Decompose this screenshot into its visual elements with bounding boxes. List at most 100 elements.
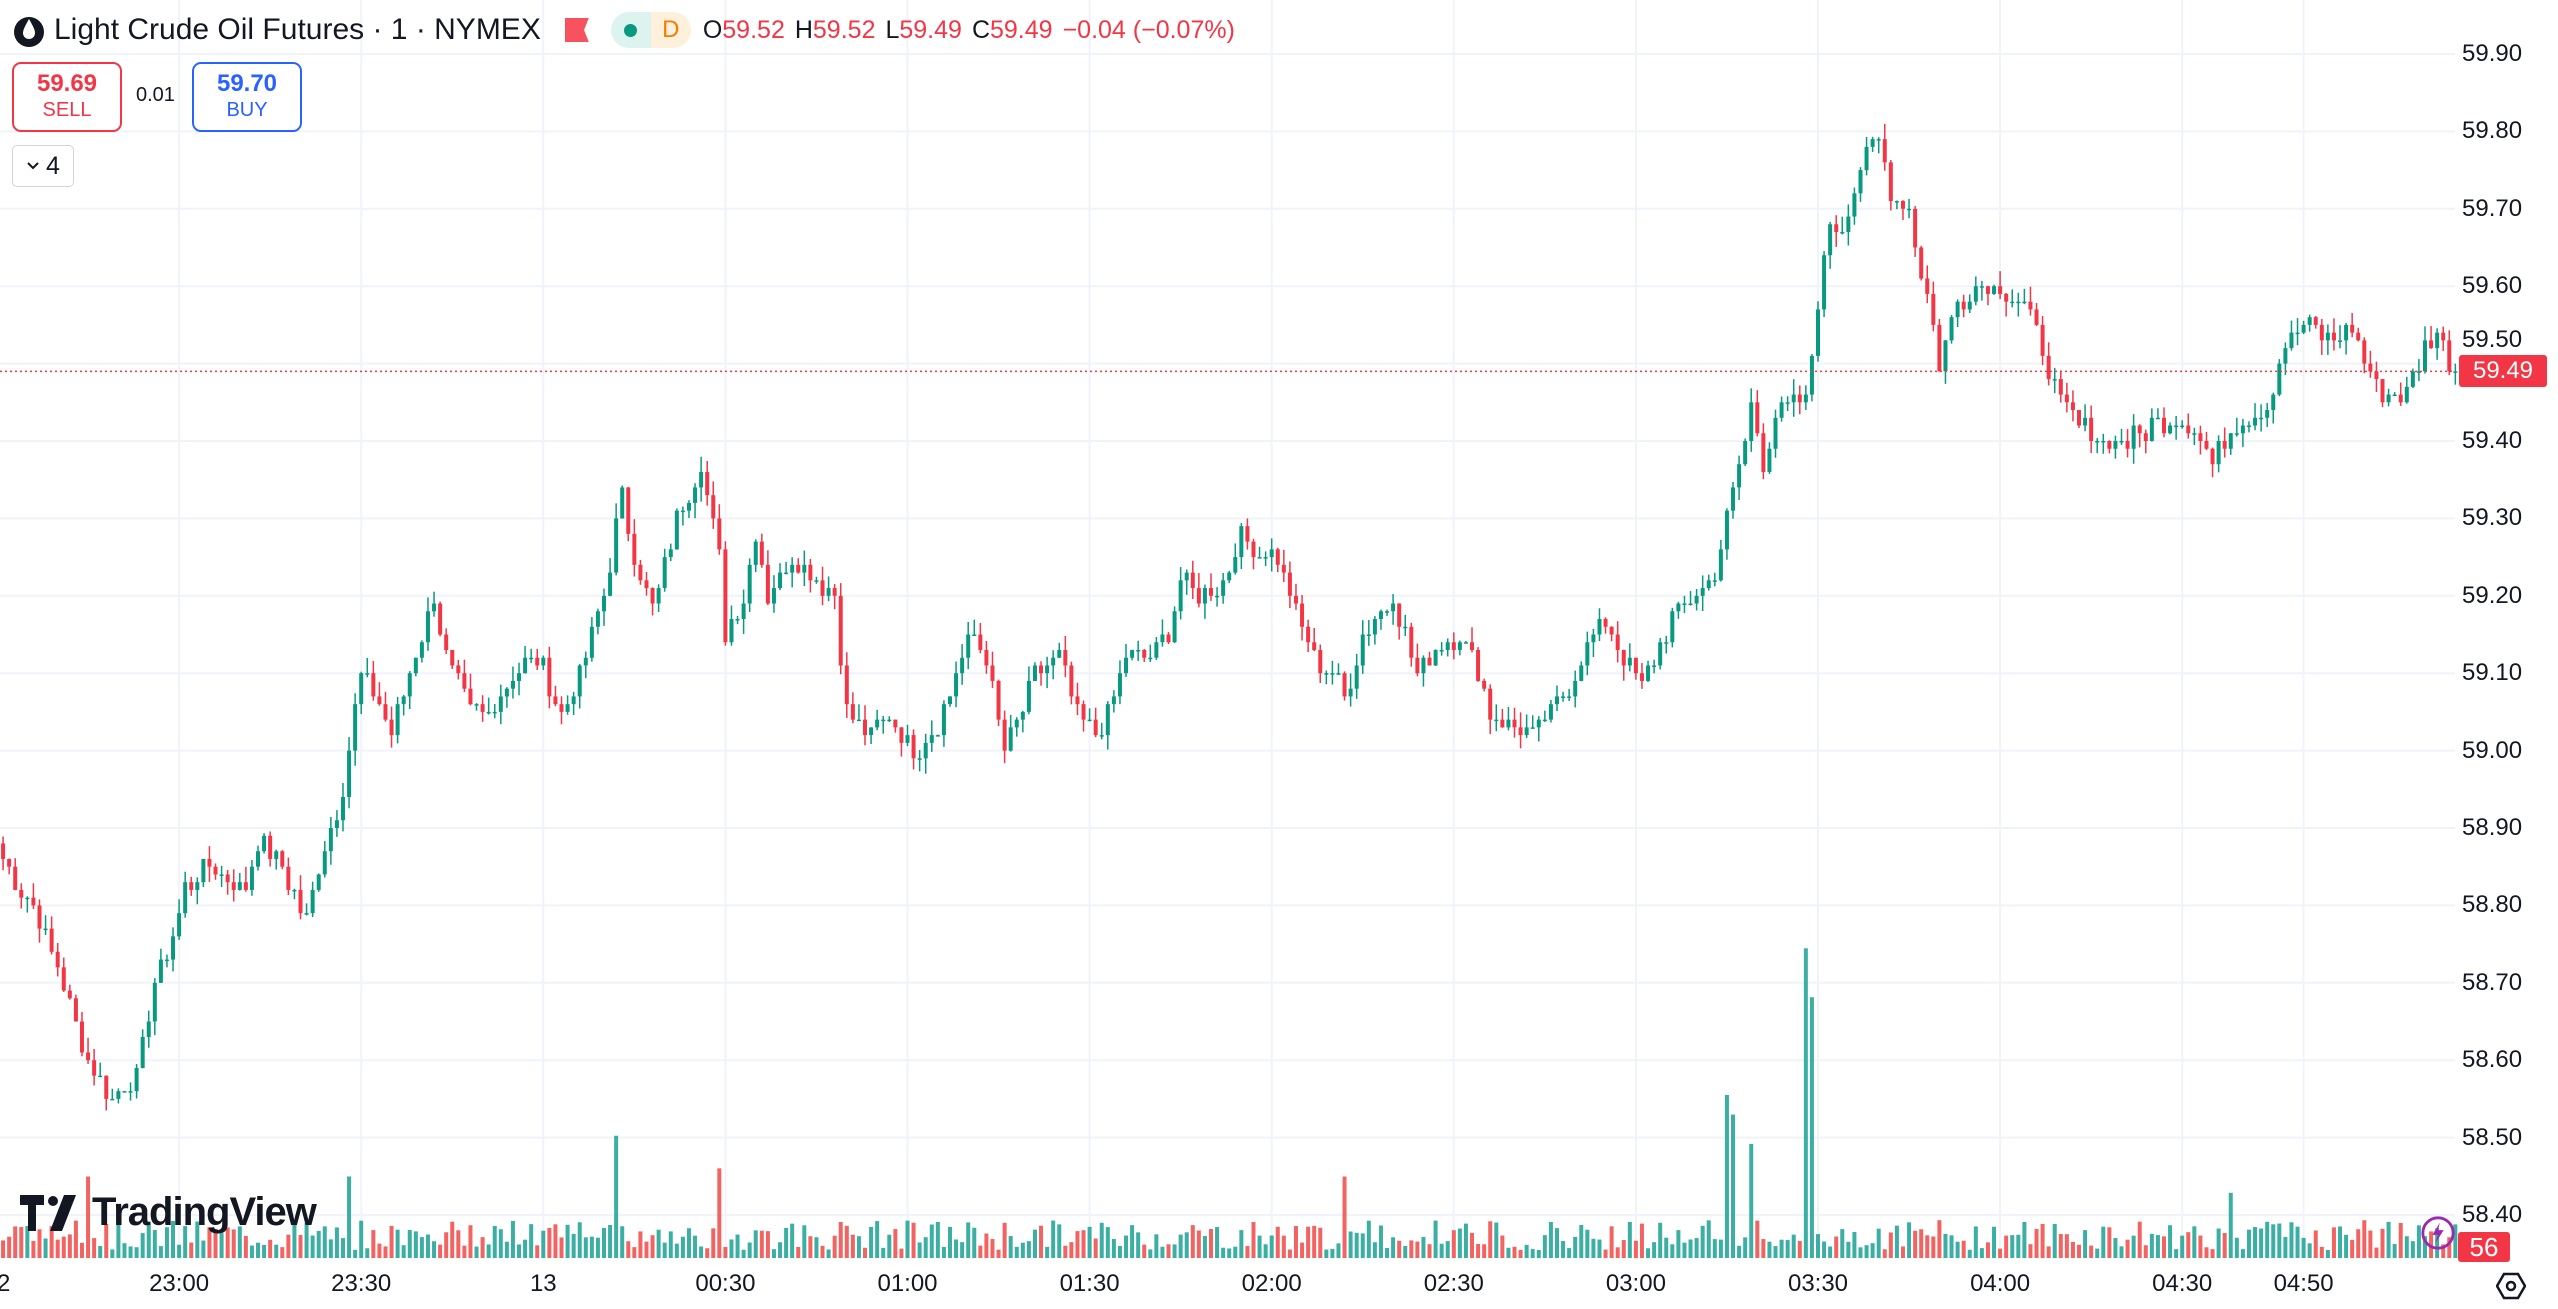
volume-bar	[2077, 1244, 2082, 1258]
candle-body	[626, 487, 631, 534]
volume-bar	[1694, 1238, 1699, 1258]
volume-bar	[1882, 1249, 1887, 1258]
volume-bar	[620, 1226, 625, 1258]
candle-body	[1124, 657, 1129, 674]
volume-bar	[644, 1241, 649, 1258]
open-label: O	[702, 15, 723, 44]
lightning-icon[interactable]	[2420, 1215, 2456, 1251]
volume-bar	[1573, 1236, 1578, 1258]
volume-bar	[365, 1248, 370, 1258]
candle-body	[2186, 425, 2191, 434]
candle-body	[419, 642, 424, 658]
symbol-title[interactable]: Light Crude Oil Futures · 1 · NYMEX	[54, 13, 541, 46]
candle-body	[765, 564, 770, 604]
candle-body	[541, 657, 546, 666]
volume-bar	[1724, 1095, 1729, 1258]
volume-bar	[1579, 1224, 1584, 1258]
candle-body	[2180, 425, 2185, 428]
volume-bar	[1512, 1246, 1517, 1258]
volume-bar	[1196, 1230, 1201, 1258]
volume-bar	[444, 1232, 449, 1258]
volume-bar	[656, 1229, 661, 1258]
candle-body	[1967, 301, 1972, 310]
candle-body	[729, 619, 734, 643]
volume-bar	[116, 1220, 121, 1258]
volume-bar	[1864, 1245, 1869, 1258]
volume-bar	[668, 1231, 673, 1258]
candle-body	[1548, 704, 1553, 720]
volume-bar	[304, 1222, 309, 1258]
candle-body	[1427, 657, 1432, 666]
candle-body	[1542, 719, 1547, 722]
volume-bar	[1051, 1220, 1056, 1258]
candle-body	[947, 696, 952, 705]
volume-bar	[2204, 1247, 2209, 1258]
tradingview-logo[interactable]: TradingView	[20, 1190, 317, 1235]
volume-bar	[1597, 1239, 1602, 1258]
volume-bar	[486, 1244, 491, 1258]
candle-body	[413, 657, 418, 674]
high-value: 59.52	[812, 15, 876, 44]
indicators-toggle-button[interactable]: 4	[12, 145, 74, 187]
volume-bar	[425, 1234, 430, 1258]
volume-bar	[802, 1225, 807, 1258]
candle-body	[286, 866, 291, 890]
volume-bar	[1445, 1241, 1450, 1258]
candle-body	[55, 951, 60, 968]
candle-body	[37, 905, 42, 929]
candle-body	[2404, 386, 2409, 403]
candle-body	[1579, 665, 1584, 681]
market-status-pill[interactable]: D	[610, 12, 691, 48]
candle-body	[2234, 433, 2239, 435]
candle-body	[2083, 417, 2088, 426]
volume-bar	[2435, 1228, 2440, 1258]
volume-bar	[122, 1243, 127, 1258]
volume-bar	[177, 1244, 182, 1258]
candle-body	[990, 665, 995, 681]
time-tick-label: 02:30	[1423, 1270, 1484, 1297]
candle-body	[1312, 642, 1317, 650]
candle-body	[2070, 402, 2075, 411]
candle-body	[2143, 433, 2148, 441]
volume-bar	[735, 1234, 740, 1258]
candle-body	[1172, 611, 1177, 643]
volume-bar	[1718, 1239, 1723, 1258]
volume-bar	[2143, 1245, 2148, 1258]
time-tick-label: 01:00	[877, 1270, 938, 1297]
volume-bar	[771, 1249, 776, 1258]
candle-body	[1409, 626, 1414, 658]
volume-bar	[529, 1224, 534, 1258]
volume-bar	[1900, 1246, 1905, 1258]
volume-bar	[1057, 1224, 1062, 1258]
volume-bar	[49, 1226, 54, 1258]
price-tick-label: 59.70	[2462, 194, 2523, 222]
volume-bar	[2028, 1244, 2033, 1258]
candle-body	[1749, 402, 1754, 441]
candle-body	[2289, 332, 2294, 349]
candle-body	[158, 959, 163, 983]
candle-body	[2265, 410, 2270, 418]
candle-body	[1803, 394, 1808, 403]
candle-body	[1937, 324, 1942, 372]
volume-bar	[359, 1220, 364, 1258]
candle-body	[2295, 332, 2300, 335]
candle-body	[1154, 642, 1159, 658]
candle-body	[1609, 626, 1614, 635]
volume-bar	[863, 1247, 868, 1258]
volume-bar	[2198, 1235, 2203, 1258]
volume-bar	[850, 1234, 855, 1258]
volume-bar	[911, 1222, 916, 1258]
sell-button[interactable]: 59.69 SELL	[12, 62, 122, 132]
volume-bar	[134, 1247, 139, 1258]
candle-body	[2392, 394, 2397, 397]
candle-body	[1900, 201, 1905, 209]
settings-icon[interactable]	[2496, 1272, 2526, 1300]
flag-icon[interactable]	[564, 18, 589, 42]
candle-body	[1233, 557, 1238, 573]
candle-body	[1008, 727, 1013, 751]
volume-bar	[2240, 1249, 2245, 1258]
buy-button[interactable]: 59.70 BUY	[192, 62, 302, 132]
candle-body	[1870, 139, 1875, 147]
candle-body	[1330, 673, 1335, 675]
